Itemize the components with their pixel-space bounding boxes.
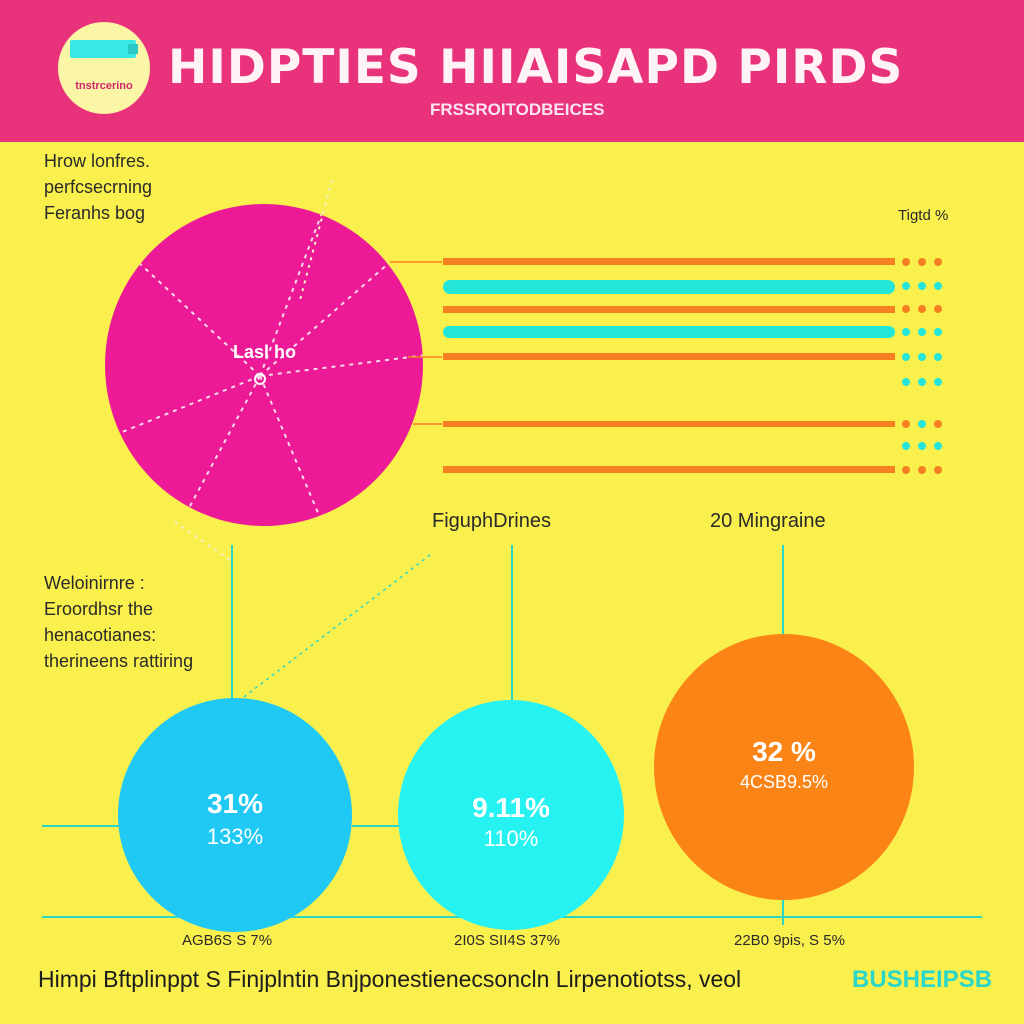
detail-text-line-4: therineens rattiring	[44, 651, 194, 671]
page-title: HIDPTIES HIIAISAPD PIRDS	[168, 40, 904, 95]
caption-middle: FiguphDrines	[432, 510, 551, 532]
footer-badge: BUSHEIPSB	[852, 966, 993, 993]
detail-text-line-1: Weloinirnre :	[44, 573, 145, 593]
page-subtitle: FRSSROITODBEICES	[430, 100, 605, 119]
circle-center-label: Lasl ho	[233, 342, 297, 362]
logo: tnstrcerino	[58, 22, 150, 114]
stat-label-3: 22B0 9pis, S 5%	[734, 932, 845, 949]
logo-text: tnstrcerino	[75, 80, 133, 92]
stat-circle-blue: 31% 133%	[118, 698, 352, 932]
stat-secondary-value: 4CSB9.5%	[739, 772, 829, 792]
stat-label-2: 2I0S SII4S 37%	[454, 932, 560, 949]
intro-text-line-2: perfcsecrning	[44, 177, 153, 197]
footer-text: Himpi Bftplinppt S Finjplntin Bnjponesti…	[38, 966, 742, 992]
circle-segment-lines	[105, 204, 423, 526]
stat-primary-value: 31%	[206, 788, 264, 819]
stat-circle-cyan: 9.11% 110%	[398, 700, 624, 930]
caption-right: 20 Mingraine	[710, 510, 826, 532]
detail-text-line-3: henacotianes:	[44, 625, 157, 645]
intro-text-line-1: Hrow lonfres.	[44, 151, 151, 171]
bar-lines	[443, 258, 895, 473]
segmented-circle: Lasl ho	[105, 204, 423, 526]
stat-secondary-value: 110%	[483, 826, 539, 851]
header-banner: tnstrcerino HIDPTIES HIIAISAPD PIRDS FRS…	[0, 0, 1024, 142]
stat-secondary-value: 133%	[206, 824, 264, 849]
stat-primary-value: 32 %	[752, 736, 816, 767]
detail-text-line-2: Eroordhsr the	[44, 599, 154, 619]
bars-label: Tigtd %	[898, 207, 949, 224]
stat-circle-orange: 32 % 4CSB9.5%	[654, 634, 914, 900]
logo-bar-icon	[70, 40, 136, 58]
stat-primary-value: 9.11%	[472, 792, 550, 823]
logo-tick-icon	[128, 44, 138, 54]
intro-text-line-3: Feranhs bog	[44, 203, 146, 223]
dot-markers	[902, 258, 942, 474]
stat-label-1: AGB6S S 7%	[182, 932, 273, 949]
